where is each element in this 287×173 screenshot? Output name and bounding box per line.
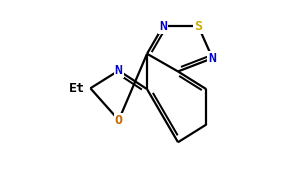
- Text: S: S: [194, 20, 202, 33]
- Text: Et: Et: [69, 82, 85, 95]
- Text: O: O: [115, 114, 123, 127]
- Text: N: N: [159, 20, 167, 33]
- Text: N: N: [115, 64, 123, 77]
- Text: N: N: [208, 52, 216, 65]
